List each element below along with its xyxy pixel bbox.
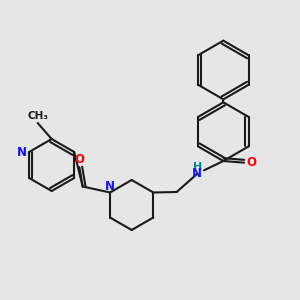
Text: N: N	[105, 180, 115, 193]
Text: CH₃: CH₃	[27, 111, 48, 121]
Text: O: O	[74, 153, 84, 166]
Text: H: H	[193, 162, 202, 172]
Text: N: N	[17, 146, 27, 158]
Text: O: O	[246, 156, 256, 169]
Text: N: N	[192, 167, 202, 180]
